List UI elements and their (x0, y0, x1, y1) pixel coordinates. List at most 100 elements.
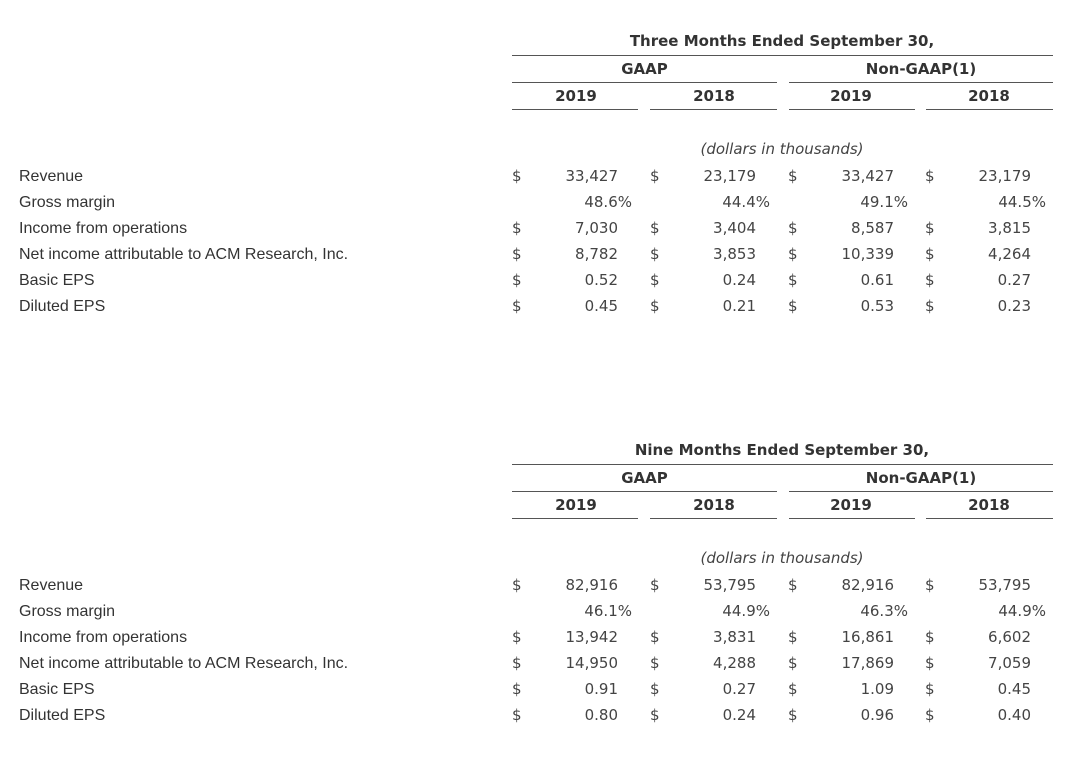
value-cell: 1.09 (860, 680, 894, 698)
year-rule (650, 518, 777, 519)
dollar-sign: $ (650, 628, 660, 646)
value-cell: 17,869 (841, 654, 895, 672)
value-cell: 0.24 (722, 271, 756, 289)
dollar-sign: $ (788, 297, 798, 315)
dollar-sign: $ (925, 219, 935, 237)
value-cell: 48.6% (584, 193, 632, 211)
dollar-sign: $ (925, 576, 935, 594)
row-label: Gross margin (19, 194, 116, 211)
value-cell: 0.53 (860, 297, 894, 315)
dollar-sign: $ (788, 706, 798, 724)
row-label: Income from operations (19, 220, 188, 237)
value-cell: 82,916 (565, 576, 619, 594)
value-cell: 8,587 (851, 219, 894, 237)
dollar-sign: $ (788, 271, 798, 289)
header-rule (512, 55, 1053, 56)
non-gaap-rule (789, 82, 1053, 83)
year-rule (512, 518, 638, 519)
header-rule (512, 464, 1053, 465)
dollar-sign: $ (650, 576, 660, 594)
year-header: 2019 (830, 496, 872, 514)
period-header: Nine Months Ended September 30, (634, 441, 930, 459)
dollar-sign: $ (512, 680, 522, 698)
year-header: 2018 (968, 87, 1010, 105)
value-cell: 0.40 (997, 706, 1031, 724)
value-cell: 0.27 (997, 271, 1031, 289)
table-row: Gross margin 46.1% 44.9% 46.3% 44.9% (0, 602, 1080, 627)
value-cell: 53,795 (978, 576, 1032, 594)
table-row: Revenue $33,427 $23,179 $33,427 $23,179 (0, 167, 1080, 192)
row-label: Basic EPS (19, 681, 95, 698)
table-row: Basic EPS $0.52 $0.24 $0.61 $0.27 (0, 271, 1080, 296)
table-row: Revenue $82,916 $53,795 $82,916 $53,795 (0, 576, 1080, 601)
year-rule (926, 109, 1053, 110)
row-label: Gross margin (19, 603, 116, 620)
value-cell: 3,815 (988, 219, 1031, 237)
value-cell: 0.61 (860, 271, 894, 289)
value-cell: 7,059 (988, 654, 1031, 672)
table-row: Diluted EPS $0.45 $0.21 $0.53 $0.23 (0, 297, 1080, 322)
value-cell: 44.4% (722, 193, 770, 211)
non-gaap-rule (789, 491, 1053, 492)
table-row: Income from operations $7,030 $3,404 $8,587… (0, 219, 1080, 244)
year-rule (926, 518, 1053, 519)
dollar-sign: $ (788, 219, 798, 237)
dollar-sign: $ (650, 297, 660, 315)
dollar-sign: $ (512, 628, 522, 646)
dollar-sign: $ (512, 297, 522, 315)
dollar-sign: $ (512, 576, 522, 594)
value-cell: 23,179 (978, 167, 1032, 185)
value-cell: 0.27 (722, 680, 756, 698)
units-note: (dollars in thousands) (700, 549, 864, 567)
dollar-sign: $ (512, 706, 522, 724)
value-cell: 3,831 (713, 628, 756, 646)
value-cell: 10,339 (841, 245, 895, 263)
non-gaap-header: Non-GAAP(1) (865, 469, 977, 487)
dollar-sign: $ (788, 680, 798, 698)
dollar-sign: $ (512, 245, 522, 263)
value-cell: 3,853 (713, 245, 756, 263)
value-cell: 33,427 (565, 167, 619, 185)
dollar-sign: $ (650, 680, 660, 698)
table-row: Diluted EPS $0.80 $0.24 $0.96 $0.40 (0, 706, 1080, 731)
table-row: Net income attributable to ACM Research,… (0, 245, 1080, 270)
dollar-sign: $ (788, 628, 798, 646)
year-header: 2018 (968, 496, 1010, 514)
value-cell: 6,602 (988, 628, 1031, 646)
value-cell: 7,030 (575, 219, 618, 237)
value-cell: 4,288 (713, 654, 756, 672)
gaap-header: GAAP (621, 60, 668, 78)
dollar-sign: $ (925, 271, 935, 289)
value-cell: 8,782 (575, 245, 618, 263)
year-rule (789, 518, 915, 519)
value-cell: 3,404 (713, 219, 756, 237)
dollar-sign: $ (650, 167, 660, 185)
dollar-sign: $ (925, 680, 935, 698)
dollar-sign: $ (788, 576, 798, 594)
year-rule (650, 109, 777, 110)
dollar-sign: $ (925, 167, 935, 185)
dollar-sign: $ (512, 271, 522, 289)
year-header: 2019 (830, 87, 872, 105)
year-rule (512, 109, 638, 110)
year-header: 2019 (555, 496, 597, 514)
nine-months-table: Nine Months Ended September 30, GAAP Non-G… (0, 409, 1080, 729)
dollar-sign: $ (512, 654, 522, 672)
dollar-sign: $ (512, 219, 522, 237)
value-cell: 0.23 (997, 297, 1031, 315)
dollar-sign: $ (925, 297, 935, 315)
dollar-sign: $ (512, 167, 522, 185)
dollar-sign: $ (650, 219, 660, 237)
value-cell: 23,179 (703, 167, 757, 185)
row-label: Diluted EPS (19, 707, 106, 724)
dollar-sign: $ (650, 245, 660, 263)
value-cell: 4,264 (988, 245, 1031, 263)
table-row: Income from operations $13,942 $3,831 $16,8… (0, 628, 1080, 653)
value-cell: 16,861 (841, 628, 895, 646)
value-cell: 0.24 (722, 706, 756, 724)
value-cell: 46.1% (584, 602, 632, 620)
value-cell: 0.21 (722, 297, 756, 315)
dollar-sign: $ (788, 654, 798, 672)
row-label: Diluted EPS (19, 298, 106, 315)
table-row: Gross margin 48.6% 44.4% 49.1% 44.5% (0, 193, 1080, 218)
